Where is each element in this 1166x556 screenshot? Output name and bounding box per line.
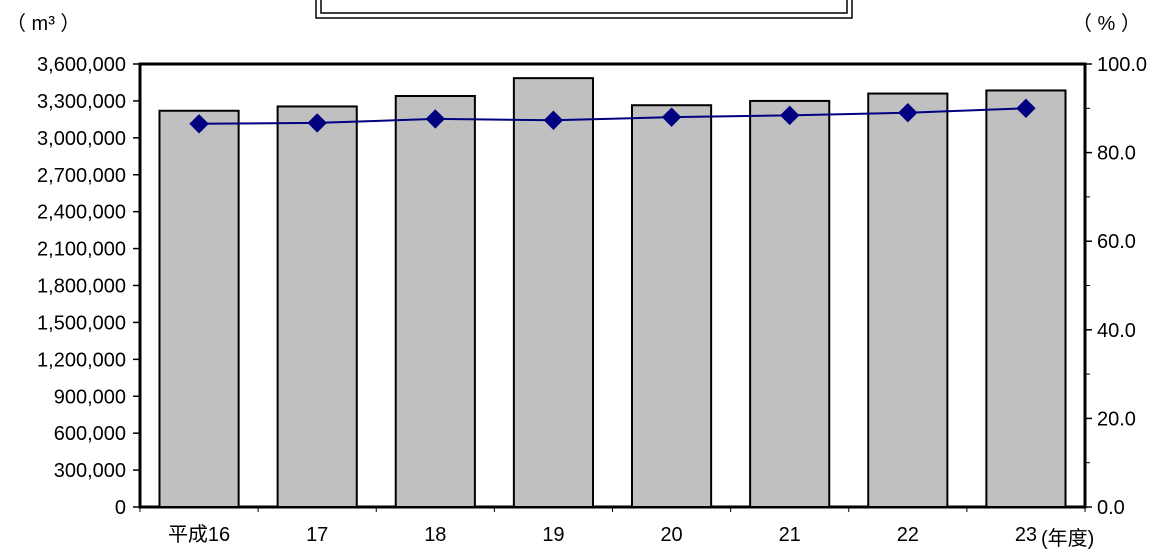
left-tick-label-1: 300,000 — [54, 460, 126, 482]
x-tick-label-0: 平成16 — [168, 523, 230, 546]
bar-7 — [986, 90, 1065, 507]
x-tick-label-3: 19 — [542, 524, 564, 546]
bar-3 — [514, 78, 593, 507]
right-axis-unit: （ % ） — [1072, 12, 1141, 35]
left-tick-label-2: 600,000 — [54, 423, 126, 445]
chart-title-box — [316, 0, 852, 18]
x-tick-label-4: 20 — [660, 524, 682, 546]
x-axis-label: (年度) — [1041, 527, 1094, 550]
left-tick-label-9: 2,700,000 — [37, 165, 126, 187]
left-tick-label-4: 1,200,000 — [37, 349, 126, 371]
x-tick-label-7: 23 — [1015, 524, 1037, 546]
right-tick-label-1: 20.0 — [1097, 408, 1136, 430]
left-tick-label-11: 3,300,000 — [37, 91, 126, 113]
bar-1 — [278, 106, 357, 507]
x-tick-label-5: 21 — [779, 524, 801, 546]
left-tick-label-5: 1,500,000 — [37, 312, 126, 334]
left-tick-label-10: 3,000,000 — [37, 128, 126, 150]
right-tick-label-2: 40.0 — [1097, 320, 1136, 342]
bar-4 — [632, 105, 711, 507]
plot-area: 0 300,000 600,000 900,000 1,200,000 1,500,000… — [37, 54, 1147, 550]
left-tick-label-7: 2,100,000 — [37, 239, 126, 261]
bar-2 — [396, 96, 475, 507]
left-tick-label-0: 0 — [115, 497, 126, 519]
left-tick-label-8: 2,400,000 — [37, 202, 126, 224]
bar-5 — [750, 101, 829, 507]
left-tick-label-6: 1,800,000 — [37, 276, 126, 298]
bar-0 — [159, 111, 238, 507]
x-tick-label-6: 22 — [897, 524, 919, 546]
right-tick-label-3: 60.0 — [1097, 231, 1136, 253]
x-tick-label-2: 18 — [424, 524, 446, 546]
left-tick-label-3: 900,000 — [54, 386, 126, 408]
x-tick-label-1: 17 — [306, 524, 328, 546]
left-axis-unit: （ m³ ） — [6, 12, 80, 35]
right-tick-label-5: 100.0 — [1097, 54, 1147, 76]
right-tick-label-0: 0.0 — [1097, 497, 1125, 519]
bar-6 — [868, 94, 947, 507]
right-tick-label-4: 80.0 — [1097, 143, 1136, 165]
left-tick-label-12: 3,600,000 — [37, 54, 126, 76]
